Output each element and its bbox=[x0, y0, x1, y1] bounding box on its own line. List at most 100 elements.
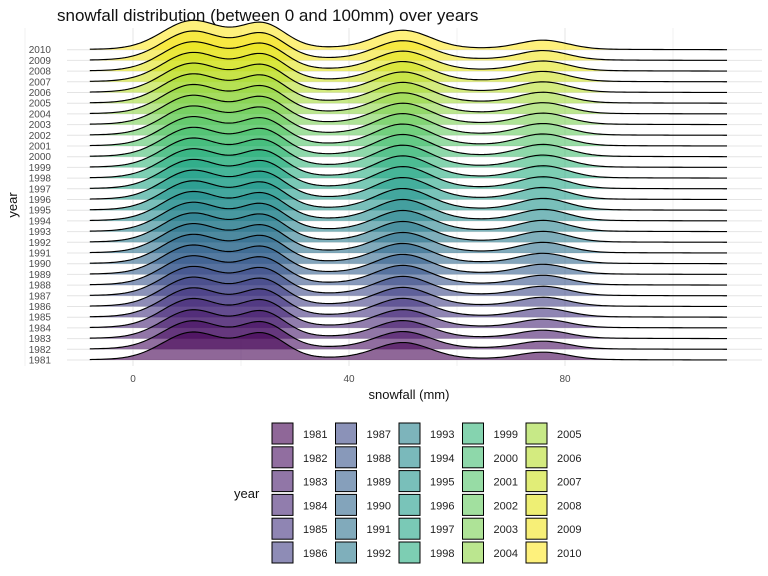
ridge-line-1993 bbox=[89, 201, 727, 233]
y-tick-label: 2004 bbox=[29, 109, 52, 120]
legend-label: 2006 bbox=[557, 453, 581, 465]
y-tick-label: 1983 bbox=[29, 334, 52, 345]
y-tick-label: 1984 bbox=[29, 323, 52, 334]
legend-item-1986: 1986 bbox=[271, 541, 327, 564]
legend-item-1994: 1994 bbox=[398, 446, 454, 469]
legend-label: 1986 bbox=[303, 548, 327, 560]
legend-label: 1994 bbox=[430, 453, 454, 465]
ridge-line-2006 bbox=[89, 62, 727, 94]
y-tick-label: 1997 bbox=[29, 184, 52, 195]
x-tick-label: 80 bbox=[559, 374, 571, 385]
legend-key bbox=[462, 470, 484, 493]
legend-key bbox=[398, 541, 421, 564]
ridge-line-1998 bbox=[89, 148, 727, 179]
legend-key bbox=[335, 470, 357, 493]
legend-key bbox=[398, 422, 421, 445]
ridge-line-1984 bbox=[89, 297, 727, 329]
y-tick-label: 1988 bbox=[29, 281, 52, 292]
ridge-line-2002 bbox=[89, 105, 727, 136]
legend: 1981 1982 1983 1984 1985 1986 1987 1988 1989 1990… bbox=[271, 422, 581, 564]
y-tick-label: 1981 bbox=[29, 356, 52, 367]
y-tick-label: 2009 bbox=[29, 56, 52, 67]
ridge-line-2005 bbox=[89, 73, 727, 104]
legend-item-2004: 2004 bbox=[462, 541, 518, 564]
y-tick-labels: 1981198219831984198519861987198819891990… bbox=[29, 45, 52, 366]
legend-item-1998: 1998 bbox=[398, 541, 454, 564]
legend-label: 2004 bbox=[494, 548, 518, 560]
legend-item-1997: 1997 bbox=[398, 517, 454, 540]
legend-item-1985: 1985 bbox=[271, 517, 327, 540]
y-tick-label: 2002 bbox=[29, 131, 52, 142]
legend-label: 1985 bbox=[303, 524, 327, 536]
ridge-line-2001 bbox=[89, 116, 727, 147]
legend-key bbox=[271, 446, 294, 469]
legend-key bbox=[335, 446, 357, 469]
y-tick-label: 1996 bbox=[29, 195, 52, 206]
ridge-line-2004 bbox=[89, 83, 727, 115]
ridge-line-2010 bbox=[89, 19, 727, 51]
y-tick-label: 1985 bbox=[29, 313, 52, 324]
legend-key bbox=[462, 446, 484, 469]
ridge-line-1981 bbox=[89, 331, 727, 361]
legend-label: 1996 bbox=[430, 500, 454, 512]
y-tick-label: 2010 bbox=[29, 45, 52, 56]
y-tick-label: 1986 bbox=[29, 302, 52, 313]
legend-item-1981: 1981 bbox=[271, 422, 327, 445]
legend-key bbox=[525, 422, 548, 445]
ridge-line-1987 bbox=[89, 265, 727, 297]
legend-label: 1981 bbox=[303, 429, 327, 441]
legend-key bbox=[271, 470, 294, 493]
legend-item-2008: 2008 bbox=[525, 493, 581, 516]
legend-title: year bbox=[234, 486, 260, 501]
legend-key bbox=[525, 517, 548, 540]
legend-label: 1995 bbox=[430, 477, 454, 489]
x-axis-title: snowfall (mm) bbox=[369, 387, 450, 402]
legend-item-2003: 2003 bbox=[462, 517, 518, 540]
legend-item-1982: 1982 bbox=[271, 446, 327, 469]
legend-key bbox=[398, 493, 421, 516]
legend-label: 2003 bbox=[494, 524, 518, 536]
ridge-line-2008 bbox=[89, 41, 727, 72]
y-axis-title: year bbox=[5, 192, 20, 218]
legend-item-1987: 1987 bbox=[335, 422, 391, 445]
ridge-area-1981 bbox=[89, 332, 728, 360]
legend-item-2005: 2005 bbox=[525, 422, 581, 445]
y-tick-label: 2001 bbox=[29, 142, 52, 153]
y-tick-label: 2005 bbox=[29, 99, 52, 110]
legend-key bbox=[525, 493, 548, 516]
ridge-line-1985 bbox=[89, 287, 727, 318]
legend-key bbox=[335, 422, 357, 445]
legend-item-2009: 2009 bbox=[525, 517, 581, 540]
y-tick-label: 1987 bbox=[29, 291, 52, 302]
legend-label: 2008 bbox=[557, 500, 581, 512]
legend-item-2007: 2007 bbox=[525, 470, 581, 493]
legend-item-2001: 2001 bbox=[462, 470, 518, 493]
y-tick-label: 1989 bbox=[29, 270, 52, 281]
y-tick-label: 1998 bbox=[29, 174, 52, 185]
legend-item-1999: 1999 bbox=[462, 422, 518, 445]
legend-label: 2009 bbox=[557, 524, 581, 536]
legend-item-2002: 2002 bbox=[462, 493, 518, 516]
x-tick-label: 0 bbox=[130, 374, 136, 385]
legend-label: 1993 bbox=[430, 429, 454, 441]
legend-key bbox=[335, 517, 357, 540]
legend-key bbox=[462, 422, 484, 445]
ridge-line-1990 bbox=[89, 233, 727, 265]
ridge-line-2000 bbox=[89, 126, 727, 158]
legend-key bbox=[398, 446, 421, 469]
legend-label: 1983 bbox=[303, 477, 327, 489]
legend-label: 2002 bbox=[494, 500, 518, 512]
ridge-line-1988 bbox=[89, 255, 727, 286]
ridge-line-1999 bbox=[89, 137, 727, 168]
legend-key bbox=[271, 493, 294, 516]
ridge-line-1982 bbox=[89, 320, 727, 350]
legend-label: 1987 bbox=[367, 429, 391, 441]
legend-key bbox=[335, 541, 357, 564]
legend-key bbox=[462, 541, 484, 564]
legend-item-1991: 1991 bbox=[335, 517, 391, 540]
legend-label: 1997 bbox=[430, 524, 454, 536]
legend-item-1984: 1984 bbox=[271, 493, 327, 516]
legend-item-1988: 1988 bbox=[335, 446, 391, 469]
legend-item-1995: 1995 bbox=[398, 470, 454, 493]
